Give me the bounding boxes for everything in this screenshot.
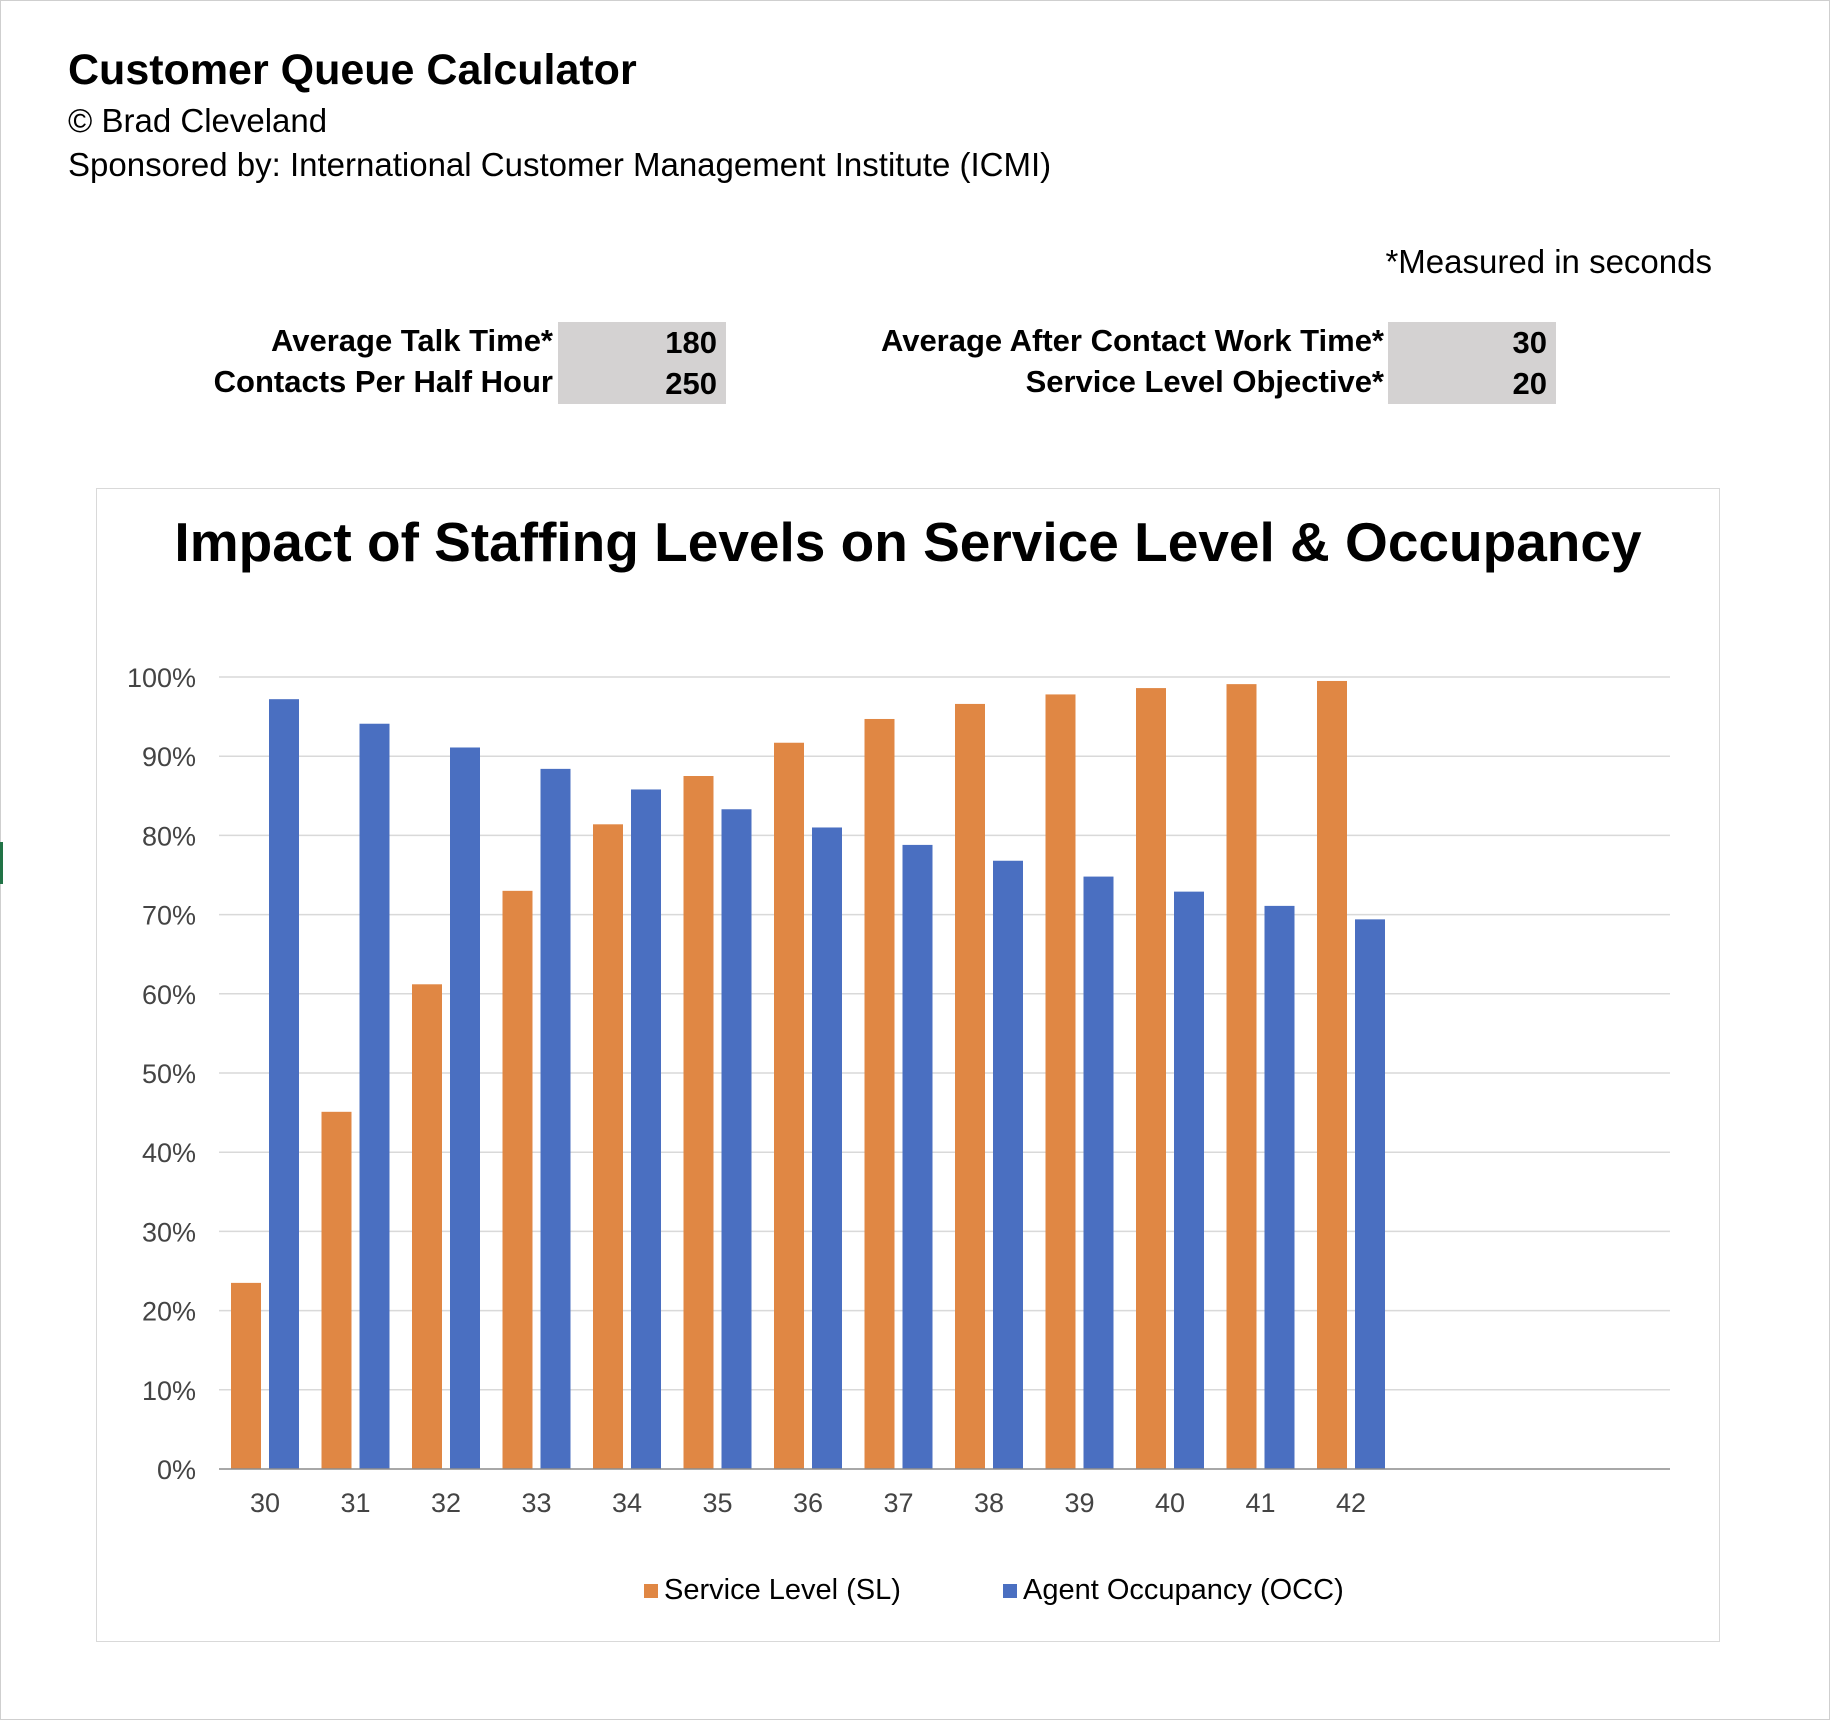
x-tick-label: 42 [1336, 1488, 1366, 1518]
bar-service-level [683, 776, 714, 1469]
contacts-input[interactable]: 250 [558, 363, 726, 404]
bar-service-level [1226, 684, 1257, 1469]
bar-agent-occupancy [631, 789, 661, 1469]
talk-time-input[interactable]: 180 [558, 322, 726, 363]
x-tick-label: 39 [1064, 1488, 1094, 1518]
bar-service-level [774, 742, 804, 1469]
x-tick-label: 40 [1155, 1488, 1185, 1518]
y-tick-label: 10% [142, 1376, 196, 1406]
y-tick-label: 100% [127, 663, 196, 693]
bar-agent-occupancy [1264, 905, 1295, 1469]
bar-service-level [1317, 680, 1347, 1469]
bar-service-level [231, 1282, 261, 1469]
bar-agent-occupancy [269, 699, 299, 1469]
bar-agent-occupancy [450, 747, 480, 1469]
acw-time-input[interactable]: 30 [1388, 322, 1556, 363]
y-tick-label: 30% [142, 1217, 196, 1247]
y-tick-label: 80% [142, 821, 196, 851]
legend-label-sl: Service Level (SL) [664, 1574, 901, 1606]
contacts-label: Contacts Per Half Hour [213, 364, 553, 399]
y-tick-label: 40% [142, 1138, 196, 1168]
slo-label: Service Level Objective* [1025, 364, 1384, 399]
bar-service-level [955, 703, 985, 1469]
bar-service-level [864, 718, 895, 1469]
x-tick-label: 38 [974, 1488, 1004, 1518]
legend-swatch-occ [1003, 1583, 1017, 1598]
y-tick-label: 90% [142, 742, 196, 772]
bar-agent-occupancy [902, 844, 933, 1469]
bar-service-level [1136, 688, 1166, 1469]
bar-agent-occupancy [1083, 876, 1114, 1469]
x-tick-label: 33 [521, 1488, 551, 1518]
bar-agent-occupancy [721, 809, 752, 1469]
sponsor-text: Sponsored by: International Customer Man… [68, 146, 1052, 183]
bar-agent-occupancy [812, 827, 842, 1469]
chart-title: Impact of Staffing Levels on Service Lev… [174, 511, 1642, 573]
x-tick-label: 31 [340, 1488, 370, 1518]
acw-time-label: Average After Contact Work Time* [880, 323, 1384, 358]
bar-agent-occupancy [993, 860, 1023, 1469]
measurement-note: *Measured in seconds [1385, 243, 1712, 280]
bar-agent-occupancy [1174, 891, 1204, 1469]
legend-swatch-sl [644, 1583, 658, 1598]
y-tick-label: 50% [142, 1059, 196, 1089]
talk-time-label: Average Talk Time* [270, 323, 553, 358]
copyright-text: © Brad Cleveland [68, 102, 328, 139]
bar-service-level [593, 824, 623, 1469]
bar-service-level [1045, 694, 1076, 1469]
y-tick-label: 20% [142, 1297, 196, 1327]
y-tick-label: 60% [142, 980, 196, 1010]
bar-agent-occupancy [1355, 919, 1385, 1469]
x-tick-label: 36 [793, 1488, 823, 1518]
x-tick-label: 32 [431, 1488, 461, 1518]
y-tick-label: 70% [142, 901, 196, 931]
bar-service-level [412, 984, 442, 1469]
legend-item-sl: Service Level (SL) [644, 1574, 901, 1607]
cell-selection-marker [0, 842, 3, 884]
x-tick-label: 34 [612, 1488, 642, 1518]
x-tick-label: 35 [702, 1488, 732, 1518]
bar-service-level [502, 890, 533, 1469]
x-tick-label: 30 [250, 1488, 280, 1518]
page-title: Customer Queue Calculator [68, 46, 637, 94]
bar-service-level [321, 1111, 352, 1469]
y-tick-label: 0% [157, 1455, 196, 1485]
bar-agent-occupancy [540, 768, 571, 1469]
x-tick-label: 41 [1245, 1488, 1275, 1518]
legend-label-occ: Agent Occupancy (OCC) [1023, 1574, 1344, 1606]
bar-agent-occupancy [359, 723, 390, 1469]
x-tick-label: 37 [883, 1488, 913, 1518]
legend-item-occ: Agent Occupancy (OCC) [1003, 1574, 1344, 1607]
slo-input[interactable]: 20 [1388, 363, 1556, 404]
